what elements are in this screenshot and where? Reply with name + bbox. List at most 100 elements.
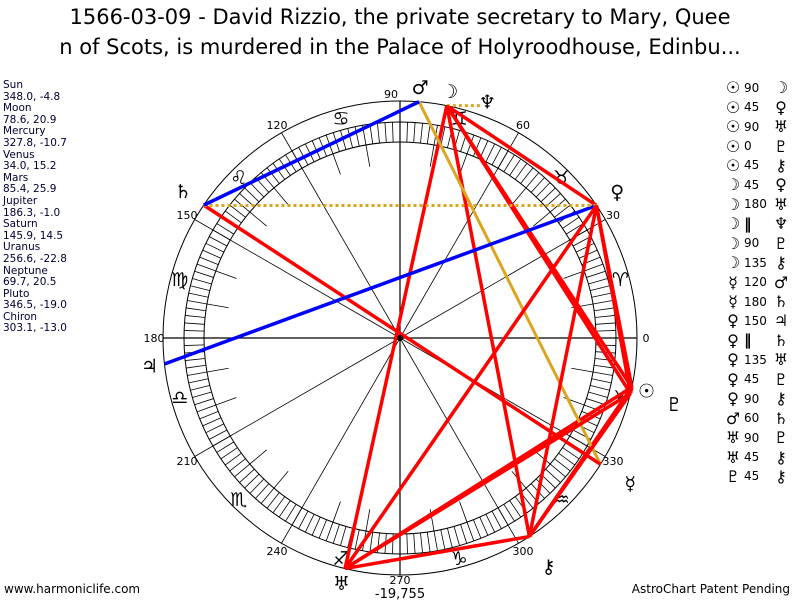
- planet-name: Moon: [3, 102, 32, 115]
- ring-hatch: [209, 236, 228, 247]
- ring-hatch: [266, 492, 280, 509]
- venus-icon: ♀: [727, 330, 739, 350]
- sun-icon: ☉: [725, 78, 741, 98]
- degree-tick: [429, 144, 435, 167]
- ring-hatch: [581, 411, 601, 420]
- degree-label: 90: [384, 88, 398, 101]
- ring-hatch: [530, 177, 545, 193]
- ring-hatch: [440, 529, 446, 550]
- degree-label: 30: [606, 209, 620, 222]
- ring-hatch: [225, 210, 242, 224]
- website-link[interactable]: www.harmoniclife.com: [4, 582, 141, 596]
- sun-icon: ☉: [725, 117, 741, 137]
- zodiac-sign-icon: ♎: [171, 387, 188, 409]
- ring-hatch: [205, 423, 225, 434]
- ring-hatch: [595, 330, 616, 332]
- venus-icon: ♀: [727, 389, 739, 409]
- ring-hatch: [194, 270, 214, 278]
- degree-label: 120: [267, 119, 288, 132]
- sun-icon: ☉: [725, 136, 741, 156]
- pluto-icon: ♇: [725, 466, 741, 486]
- uranus-icon: ♅: [725, 447, 741, 467]
- ring-hatch: [460, 524, 468, 544]
- ring-hatch: [466, 522, 475, 542]
- aspect-angle: 90: [744, 236, 760, 251]
- degree-tick: [206, 303, 229, 309]
- degree-tick: [332, 153, 341, 175]
- aspect-row: ☉ 45 ⚷: [722, 156, 800, 175]
- aspect-line: [343, 105, 449, 569]
- aspect-angle: 90: [744, 119, 760, 134]
- ring-hatch: [433, 530, 438, 551]
- ring-hatch: [426, 532, 431, 552]
- aspect-row: ☉ 90 ☽: [722, 78, 800, 97]
- planet-coords: 327.8, -10.7: [3, 136, 67, 149]
- aspect-line: [344, 391, 632, 571]
- planet-name: Jupiter: [3, 194, 38, 207]
- planet-coords: 78.6, 20.9: [3, 113, 57, 126]
- aspect-angle: 135: [744, 255, 767, 270]
- aspect-row: ♅ 90 ♇: [722, 428, 800, 447]
- mars-icon: ♂: [773, 272, 789, 292]
- ring-hatch: [584, 263, 604, 272]
- sun-icon: ☉: [725, 155, 741, 175]
- planet-name: Mars: [3, 171, 29, 184]
- mercury-icon: ☿: [728, 292, 738, 312]
- aspect-row: ☉ 90 ♅: [722, 117, 800, 136]
- ring-hatch: [503, 154, 515, 172]
- pluto-icon: ♇: [773, 136, 789, 156]
- ring-hatch: [354, 529, 360, 550]
- ring-hatch: [185, 315, 206, 318]
- ring-hatch: [440, 126, 446, 147]
- ring-hatch: [244, 187, 260, 203]
- aspect-line: [343, 204, 598, 570]
- ring-hatch: [184, 322, 205, 325]
- aspect-angle: ‖: [744, 331, 752, 350]
- degree-tick: [249, 211, 267, 227]
- planet-coords: 69.7, 20.5: [3, 276, 57, 289]
- venus-icon: ♀: [610, 181, 624, 203]
- aspect-angle: 180: [744, 294, 767, 309]
- moon-icon: ☽: [725, 253, 741, 273]
- planet-name: Mercury: [3, 125, 46, 138]
- venus-icon: ♀: [775, 175, 787, 195]
- aspect-row: ♀ 45 ♇: [722, 370, 800, 389]
- mars-icon: ♂: [412, 77, 429, 99]
- chiron-icon: ⚷: [775, 253, 787, 273]
- aspect-line: [445, 104, 632, 395]
- ring-hatch: [234, 463, 251, 478]
- ring-hatch: [485, 143, 496, 163]
- ring-hatch: [332, 524, 340, 544]
- ring-hatch: [575, 242, 595, 253]
- degree-tick: [459, 501, 468, 523]
- ring-hatch: [586, 398, 606, 406]
- ring-hatch: [413, 122, 416, 143]
- planet-coords: 34.0, 15.2: [3, 160, 57, 173]
- ring-hatch: [549, 463, 566, 478]
- chart-value: -19,755: [375, 587, 425, 600]
- aspect-line: [417, 101, 602, 465]
- page-title: 1566-03-09 - David Rizzio, the private s…: [0, 2, 800, 62]
- venus-icon: ♀: [775, 97, 787, 117]
- ring-hatch: [586, 270, 606, 278]
- ring-hatch: [255, 483, 270, 499]
- degree-tick: [215, 397, 237, 406]
- ring-hatch: [190, 385, 210, 391]
- ring-hatch: [285, 504, 297, 522]
- venus-icon: ♀: [727, 369, 739, 389]
- degree-tick: [563, 270, 585, 279]
- degree-label: 180: [144, 332, 165, 345]
- uranus-icon: ♅: [725, 428, 741, 448]
- chiron-icon: ⚷: [775, 466, 787, 486]
- ring-hatch: [369, 532, 374, 552]
- aspect-row: ♇ 45 ⚷: [722, 467, 800, 486]
- ring-hatch: [562, 216, 580, 229]
- axis-line: [194, 337, 401, 457]
- ring-hatch: [595, 322, 616, 325]
- planet-name: Sun: [3, 79, 23, 91]
- planet-name: Chiron: [3, 310, 38, 323]
- ring-hatch: [229, 204, 246, 218]
- ring-hatch: [384, 122, 387, 143]
- ring-hatch: [594, 358, 615, 361]
- aspect-row: ☿ 120 ♂: [722, 272, 800, 292]
